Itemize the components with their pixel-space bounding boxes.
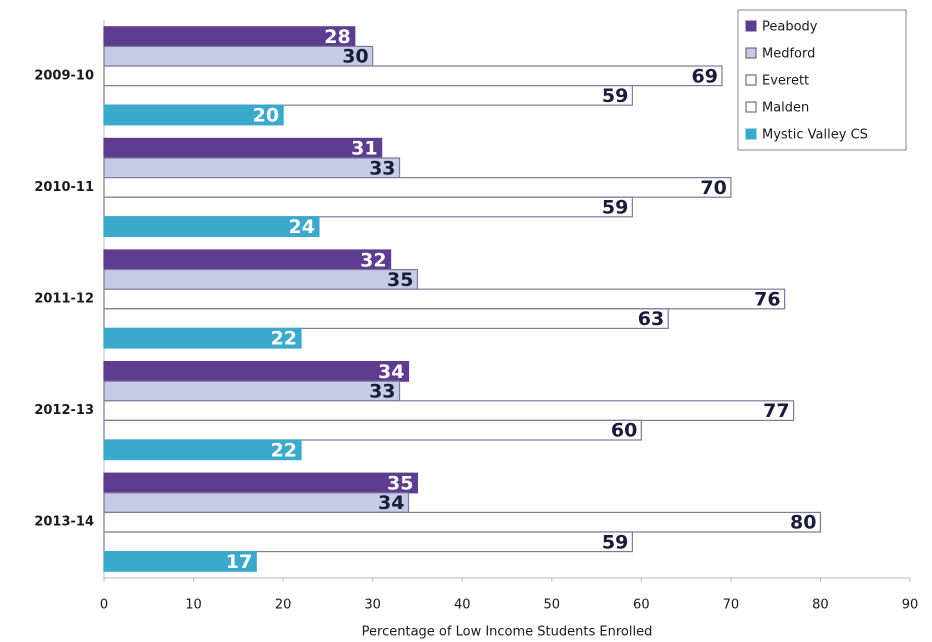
x-tick-label: 50: [544, 598, 561, 613]
bar: [103, 157, 401, 179]
value-label: 59: [602, 85, 628, 107]
legend-label: Everett: [762, 74, 809, 89]
value-label: 28: [324, 26, 350, 48]
bar: [103, 511, 822, 533]
legend-swatch: [745, 101, 757, 113]
value-label: 35: [387, 269, 413, 291]
legend-label: Medford: [762, 47, 815, 62]
x-tick-label: 80: [812, 598, 829, 613]
value-label: 32: [360, 249, 386, 271]
value-label: 22: [271, 439, 297, 461]
value-label: 24: [288, 216, 314, 238]
bar: [103, 492, 410, 513]
bar: [103, 104, 284, 126]
bar: [103, 472, 419, 494]
value-label: 30: [342, 46, 368, 68]
x-tick-label: 10: [185, 598, 202, 613]
value-label: 34: [378, 361, 404, 383]
bar: [103, 84, 633, 106]
value-label: 20: [253, 105, 279, 127]
x-tick-label: 20: [275, 598, 292, 613]
y-tick-label: 2010-11: [34, 180, 94, 195]
x-tick-label: 30: [364, 598, 381, 613]
bar: [103, 550, 257, 572]
value-label: 22: [271, 328, 297, 350]
x-tick-label: 90: [902, 598, 919, 613]
value-label: 33: [369, 381, 395, 403]
legend-swatch: [745, 47, 757, 59]
legend-box: [737, 9, 907, 151]
x-tick-label: 70: [723, 598, 740, 613]
legend-swatch: [745, 128, 757, 140]
bar: [103, 196, 633, 218]
x-axis-title: Percentage of Low Income Students Enroll…: [362, 625, 653, 640]
bar: [103, 327, 302, 349]
legend-swatch: [745, 20, 757, 32]
bar: [103, 269, 419, 290]
bar: [103, 400, 795, 421]
legend-swatch: [745, 74, 757, 86]
bar: [103, 361, 410, 382]
bar: [103, 380, 401, 402]
legend-label: Peabody: [762, 20, 818, 35]
value-label: 34: [378, 492, 404, 514]
bar: [103, 308, 669, 329]
bar: [103, 419, 642, 441]
y-tick-label: 2011-12: [34, 292, 94, 307]
x-tick-label: 40: [454, 598, 471, 613]
legend-label: Mystic Valley CS: [762, 128, 868, 143]
bar: [103, 177, 732, 198]
x-tick-label: 0: [100, 598, 108, 613]
bar: [103, 216, 320, 238]
bar: [103, 65, 723, 87]
value-label: 80: [790, 512, 816, 534]
value-label: 70: [700, 177, 726, 199]
bar: [103, 288, 786, 310]
legend-label: Malden: [762, 101, 809, 116]
value-label: 69: [691, 65, 717, 87]
value-label: 63: [638, 308, 664, 330]
bar: [103, 531, 633, 553]
value-label: 59: [602, 197, 628, 219]
value-label: 77: [763, 400, 789, 422]
bar: [103, 137, 383, 159]
value-label: 17: [226, 551, 252, 573]
y-tick-label: 2012-13: [34, 403, 94, 418]
value-label: 76: [754, 289, 780, 311]
bar: [103, 45, 374, 67]
value-label: 59: [602, 531, 628, 553]
bar: [103, 439, 302, 461]
bar: [103, 26, 356, 47]
value-label: 33: [369, 157, 395, 179]
value-label: 35: [387, 473, 413, 495]
y-tick-label: 2013-14: [34, 515, 94, 530]
y-tick-label: 2009-10: [34, 68, 94, 83]
x-tick-label: 60: [633, 598, 650, 613]
value-label: 60: [611, 420, 637, 442]
bar: [103, 249, 392, 271]
value-label: 31: [351, 138, 377, 160]
